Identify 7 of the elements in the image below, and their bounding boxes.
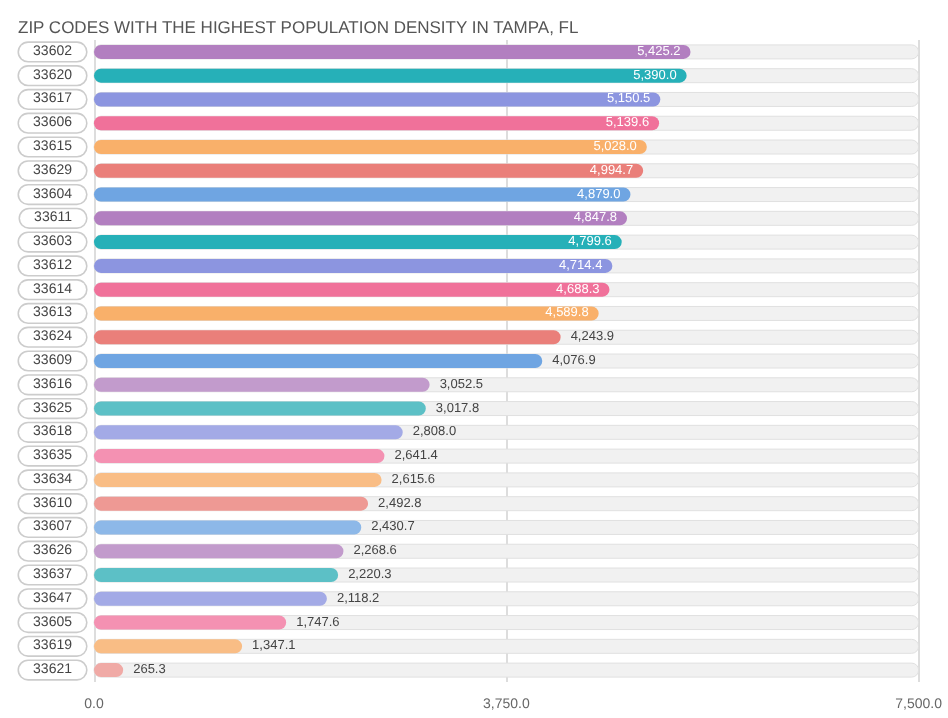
bar: [94, 591, 327, 606]
bar: [94, 568, 339, 582]
bar: [94, 520, 362, 535]
bar: [94, 544, 344, 559]
bar: [94, 639, 243, 654]
bar: [94, 615, 287, 630]
chart-title: ZIP CODES WITH THE HIGHEST POPULATION DENSITY IN TAMPA, FL: [18, 17, 580, 37]
